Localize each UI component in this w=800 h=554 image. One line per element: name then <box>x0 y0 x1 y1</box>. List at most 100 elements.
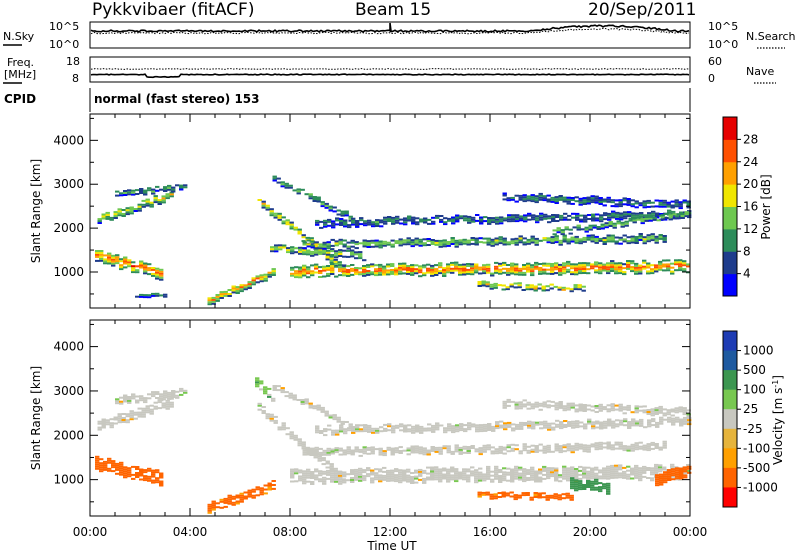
cell-velocity-band-7 <box>418 448 423 451</box>
cell-velocity-band-1 <box>137 413 142 416</box>
cell-velocity-band-7 <box>614 443 619 446</box>
cell-velocity-band-8 <box>435 422 440 425</box>
cell-power-band-9 <box>439 215 444 217</box>
cell-velocity-band-8 <box>631 422 636 425</box>
cell-velocity-band-9 <box>682 409 687 412</box>
cell-power-band-10 <box>658 199 663 202</box>
cell-velocity-band-12 <box>687 471 692 474</box>
cell-power-band-9 <box>363 220 368 223</box>
cell-velocity-band-12 <box>679 477 684 480</box>
cell-power-band-8 <box>390 245 395 248</box>
cell-velocity-band-11 <box>598 490 603 493</box>
cell-power-band-7 <box>526 262 531 265</box>
cell-power-band-7 <box>290 274 295 277</box>
cell-power-band-9 <box>519 219 524 222</box>
cell-velocity-band-10 <box>561 497 566 500</box>
cell-velocity-band-0 <box>127 475 132 478</box>
cell-power-band-6 <box>350 251 355 254</box>
cell-velocity-band-0 <box>95 457 100 460</box>
cell-power-band-7 <box>470 273 475 276</box>
cell-power-band-9 <box>515 220 520 223</box>
cell-power-band-7 <box>406 271 411 273</box>
time-tick-label: 08:00 <box>273 525 308 539</box>
cell-velocity-band-8 <box>447 427 452 430</box>
cell-velocity-band-8 <box>591 427 596 430</box>
cell-power-band-8 <box>418 238 423 241</box>
cell-velocity-band-7 <box>350 453 355 456</box>
cell-velocity-band-6 <box>458 475 463 478</box>
cell-power-band-7 <box>482 268 487 271</box>
cell-velocity-band-6 <box>554 467 559 470</box>
cell-velocity-band-1 <box>149 412 154 415</box>
cell-power-band-11 <box>620 223 625 226</box>
cell-power-band-7 <box>554 264 559 267</box>
cell-velocity-band-8 <box>563 424 568 426</box>
cell-power-band-9 <box>451 218 456 221</box>
cell-velocity-band-6 <box>310 477 315 479</box>
cell-power-band-2 <box>175 184 180 187</box>
cell-velocity-band-8 <box>667 420 672 423</box>
cell-velocity-band-8 <box>479 430 484 433</box>
cell-power-band-6 <box>306 251 311 254</box>
cell-power-band-9 <box>347 226 352 229</box>
cell-power-band-7 <box>326 265 331 267</box>
cell-velocity-band-11 <box>606 490 611 493</box>
cell-velocity-band-6 <box>490 470 495 473</box>
cell-power-band-8 <box>610 238 615 241</box>
cell-power-band-9 <box>651 214 656 217</box>
cell-velocity-band-9 <box>514 405 519 408</box>
cell-power-band-0 <box>139 262 144 265</box>
cell-power-band-10 <box>574 196 579 199</box>
cell-velocity-band-7 <box>610 444 615 447</box>
cell-velocity-band-6 <box>314 470 319 473</box>
cell-velocity-band-8 <box>359 430 364 433</box>
cell-power-band-9 <box>675 215 680 218</box>
cell-power-band-6 <box>314 253 319 256</box>
cell-power-band-6 <box>274 246 279 249</box>
cell-velocity-band-8 <box>475 424 480 427</box>
cell-power-band-1 <box>125 207 130 210</box>
cell-power-band-11 <box>624 220 629 223</box>
velocity-colorbar-swatch <box>723 409 737 430</box>
cell-velocity-band-7 <box>498 451 503 454</box>
cell-power-band-5 <box>328 205 333 208</box>
cell-velocity-band-5 <box>272 385 277 387</box>
cell-velocity-band-8 <box>363 430 368 433</box>
cell-power-band-6 <box>358 257 363 260</box>
cell-power-band-7 <box>614 272 619 275</box>
cell-velocity-band-9 <box>562 409 567 412</box>
cell-power-band-9 <box>539 214 544 217</box>
cell-velocity-band-9 <box>674 409 679 412</box>
cell-power-band-9 <box>615 211 620 214</box>
cell-velocity-band-0 <box>135 472 140 474</box>
power-colorbar-swatch <box>723 139 737 163</box>
cell-power-band-6 <box>358 251 363 254</box>
cell-velocity-band-7 <box>582 446 587 449</box>
cell-power-band-7 <box>542 270 547 273</box>
cell-power-band-9 <box>511 214 516 217</box>
cell-power-band-7 <box>390 272 395 275</box>
cell-power-band-8 <box>558 241 563 244</box>
cell-power-band-12 <box>493 284 498 287</box>
cell-power-band-3 <box>223 294 228 297</box>
cell-power-band-3 <box>243 288 248 291</box>
cell-velocity-band-6 <box>306 472 311 475</box>
cell-power-band-7 <box>470 263 475 266</box>
cell-velocity-band-7 <box>478 449 483 452</box>
cell-velocity-band-8 <box>611 426 616 429</box>
cell-velocity-band-1 <box>137 407 142 410</box>
cell-velocity-band-11 <box>574 487 579 490</box>
cell-velocity-band-8 <box>583 425 588 428</box>
cell-velocity-band-6 <box>402 469 407 472</box>
cell-power-band-9 <box>315 223 320 226</box>
cell-velocity-band-6 <box>326 471 331 474</box>
cell-velocity-band-6 <box>490 480 495 483</box>
cell-velocity-band-9 <box>610 403 615 406</box>
cell-velocity-band-2 <box>127 396 132 398</box>
cell-velocity-band-7 <box>618 443 623 446</box>
cell-power-band-1 <box>137 207 142 210</box>
cell-power-band-8 <box>378 240 383 243</box>
cell-power-band-8 <box>358 242 363 245</box>
cell-velocity-band-9 <box>574 404 579 407</box>
cell-velocity-band-0 <box>147 467 152 470</box>
